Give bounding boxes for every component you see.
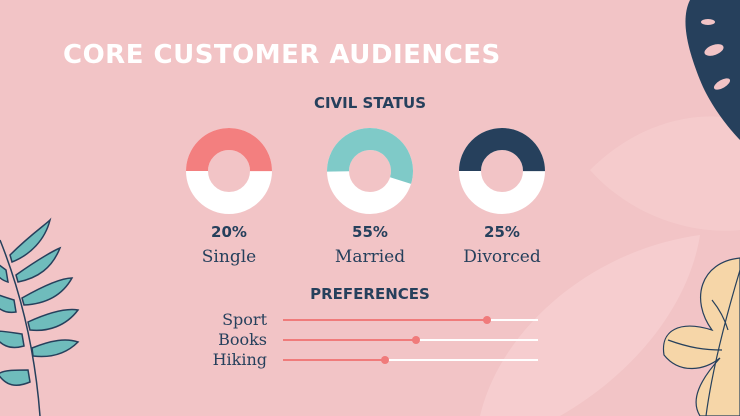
percent-label-divorced: 25% <box>484 223 520 241</box>
preference-label-hiking: Hiking <box>212 350 267 369</box>
preference-fill-books <box>283 339 416 341</box>
preference-knob-books <box>411 336 420 344</box>
stat-single: 20% Single <box>169 223 289 267</box>
donut-chart-married <box>327 128 413 214</box>
fern-leaf-icon <box>0 217 80 416</box>
stat-married: 55% Married <box>310 223 430 267</box>
donut-slice-single <box>186 128 272 214</box>
background-leaf-shape <box>590 116 740 231</box>
preference-label-books: Books <box>218 330 267 349</box>
percent-label-married: 55% <box>352 223 388 241</box>
background-leaf-shape <box>480 235 700 416</box>
category-label-single: Single <box>201 247 257 267</box>
preference-fill-sport <box>283 319 487 321</box>
category-label-divorced: Divorced <box>463 247 541 267</box>
donut-slice-married <box>327 128 413 214</box>
donut-slice-divorced <box>459 128 545 214</box>
stat-divorced: 25% Divorced <box>442 223 562 267</box>
preferences-title: PREFERENCES <box>310 285 430 303</box>
preference-row-hiking: Hiking <box>180 351 550 369</box>
percent-label-single: 20% <box>211 223 247 241</box>
preference-knob-hiking <box>381 356 389 364</box>
preference-track-sport <box>283 316 538 324</box>
preference-fill-hiking <box>283 359 385 361</box>
preference-row-books: Books <box>180 331 550 349</box>
preference-row-sport: Sport <box>180 311 550 329</box>
category-label-married: Married <box>334 247 406 267</box>
donut-chart-divorced <box>459 128 545 214</box>
preference-track-books <box>283 336 538 344</box>
slide-title: CORE CUSTOMER AUDIENCES <box>63 40 501 70</box>
preference-label-sport: Sport <box>222 310 267 329</box>
civil-status-title: CIVIL STATUS <box>313 94 427 112</box>
peach-leaf-icon <box>662 257 740 416</box>
donut-chart-single <box>186 128 272 214</box>
preference-track-hiking <box>283 356 538 364</box>
monstera-leaf-icon <box>685 0 740 140</box>
preference-knob-sport <box>483 316 491 324</box>
